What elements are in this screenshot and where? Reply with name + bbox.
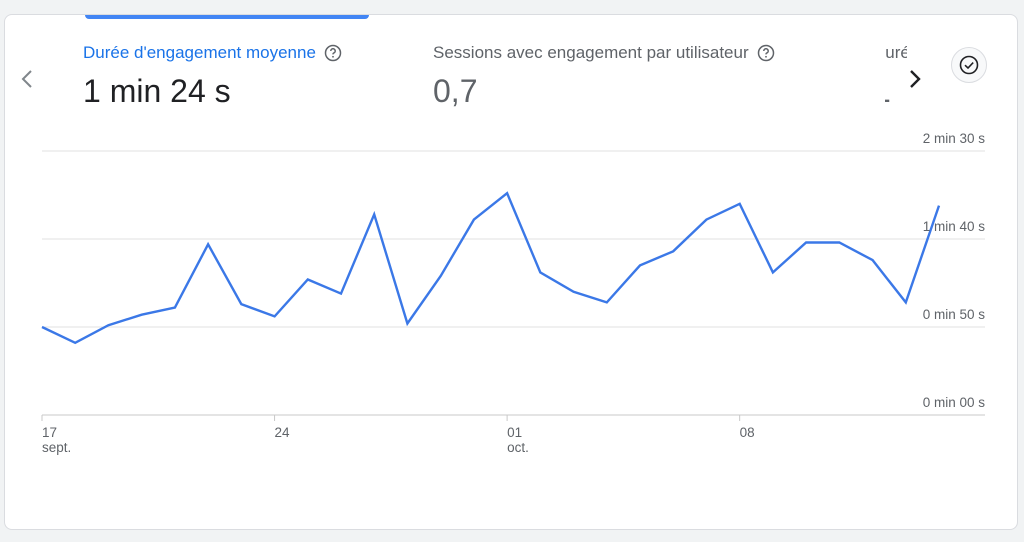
data-point[interactable]: [604, 299, 610, 305]
data-point[interactable]: [371, 211, 377, 217]
data-point[interactable]: [72, 340, 78, 346]
x-tick-label: 24: [275, 425, 291, 440]
data-point[interactable]: [637, 262, 643, 268]
data-point[interactable]: [172, 305, 178, 311]
metric-label: Durée: [885, 43, 907, 62]
data-point[interactable]: [504, 190, 510, 196]
data-point[interactable]: [571, 289, 577, 295]
data-point[interactable]: [936, 203, 942, 209]
check-circle-icon[interactable]: [951, 47, 987, 83]
active-tab-indicator: [85, 15, 369, 19]
x-tick-label: 01: [507, 425, 522, 440]
data-point[interactable]: [205, 241, 211, 247]
chevron-left-icon[interactable]: [17, 65, 37, 93]
data-point[interactable]: [770, 269, 776, 275]
data-point[interactable]: [338, 291, 344, 297]
data-point[interactable]: [105, 322, 111, 328]
data-point[interactable]: [803, 240, 809, 246]
y-tick-label: 1 min 40 s: [923, 219, 986, 234]
data-point[interactable]: [903, 299, 909, 305]
metric-value: 1 min 24 s: [83, 73, 231, 109]
data-point[interactable]: [537, 269, 543, 275]
y-tick-label: 2 min 30 s: [923, 131, 986, 146]
metric-label: Sessions avec engagement par utilisateur: [433, 43, 749, 62]
data-point[interactable]: [139, 312, 145, 318]
help-circle-icon[interactable]: [324, 44, 342, 62]
data-point[interactable]: [238, 301, 244, 307]
series-line: [41, 191, 941, 345]
x-tick-label: 08: [740, 425, 755, 440]
data-point[interactable]: [404, 320, 410, 326]
data-point[interactable]: [737, 201, 743, 207]
data-point[interactable]: [471, 217, 477, 223]
x-tick-sublabel: oct.: [507, 440, 529, 455]
chevron-right-icon[interactable]: [903, 65, 927, 93]
data-point[interactable]: [305, 276, 311, 282]
help-circle-icon[interactable]: [757, 44, 775, 62]
metric-chart-card: Durée d'engagement moyenne 1 min 24 s Se…: [4, 14, 1018, 530]
metric-tab-sessions-per-user[interactable]: Sessions avec engagement par utilisateur…: [433, 43, 775, 111]
metric-value: 1: [885, 71, 907, 111]
y-tick-label: 0 min 50 s: [923, 307, 986, 322]
metric-tab-avg-engagement[interactable]: Durée d'engagement moyenne 1 min 24 s: [83, 43, 342, 111]
metric-label: Durée d'engagement moyenne: [83, 43, 316, 62]
data-point[interactable]: [870, 257, 876, 263]
data-point[interactable]: [836, 240, 842, 246]
metric-tab-truncated[interactable]: Durée 1: [885, 35, 907, 115]
y-tick-label: 0 min 00 s: [923, 395, 986, 410]
data-point[interactable]: [438, 273, 444, 279]
data-point[interactable]: [39, 324, 45, 330]
line-chart: 0 min 00 s 0 min 50 s 1 min 40 s 2 min 30 s…: [39, 131, 986, 455]
data-point[interactable]: [272, 313, 278, 319]
x-tick-label: 17: [42, 425, 57, 440]
data-point[interactable]: [670, 248, 676, 254]
data-point[interactable]: [703, 217, 709, 223]
x-tick-sublabel: sept.: [42, 440, 71, 455]
metric-value: 0,7: [433, 73, 478, 109]
